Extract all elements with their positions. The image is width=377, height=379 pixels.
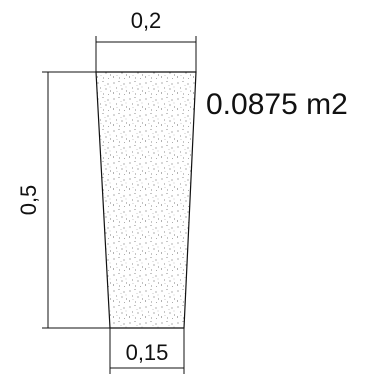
top-width-label: 0,2	[131, 8, 162, 33]
top-width-dimension: 0,2	[95, 8, 197, 72]
height-label: 0,5	[16, 185, 41, 216]
height-dimension: 0,5	[16, 71, 110, 329]
bottom-width-label: 0,15	[126, 340, 169, 365]
trapezoid-section	[95, 71, 197, 329]
bottom-width-dimension: 0,15	[109, 328, 185, 374]
area-label: 0.0875 m2	[206, 88, 348, 121]
